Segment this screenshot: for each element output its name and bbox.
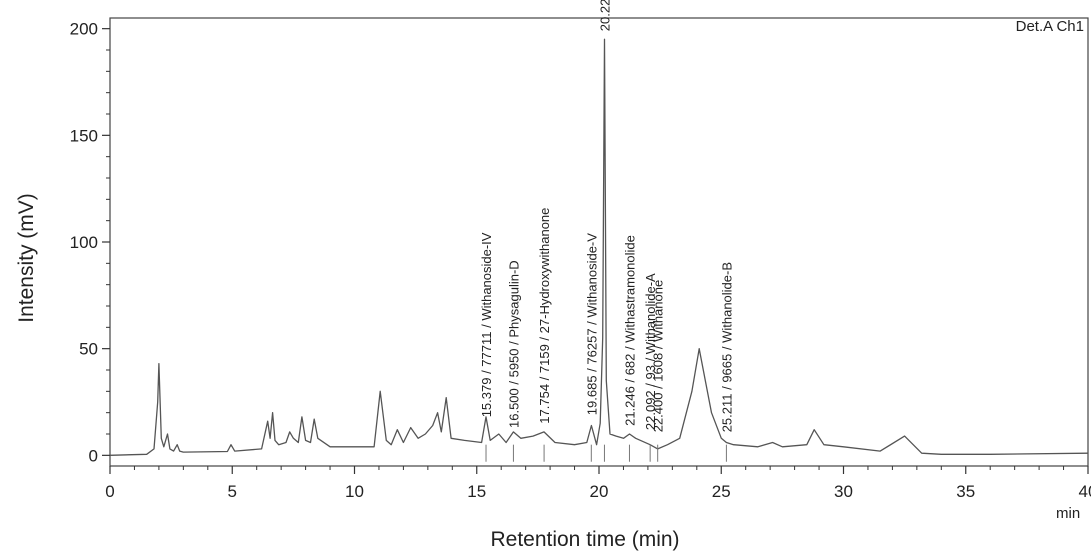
y-tick-label: 200 <box>70 20 98 39</box>
peak-annotation: 15.379 / 77711 / Withanoside-IV <box>479 232 494 417</box>
y-tick-label: 100 <box>70 233 98 252</box>
y-tick-label: 0 <box>89 446 98 465</box>
peak-annotation: 25.211 / 9665 / Withanolide-B <box>719 262 734 432</box>
peak-annotation: 17.754 / 7159 / 27-Hydroxywithanone <box>537 208 552 424</box>
x-axis: 0 5 10 15 20 25 30 35 40 <box>105 466 1091 501</box>
x-tick-label: 25 <box>712 482 731 501</box>
peak-annotation: 16.500 / 5950 / Physagulin-D <box>506 260 521 428</box>
x-tick-label: 20 <box>590 482 609 501</box>
x-tick-label: 0 <box>105 482 114 501</box>
y-tick-label: 50 <box>79 340 98 359</box>
peak-marker-layer <box>485 444 727 462</box>
y-tick-label: 150 <box>70 126 98 145</box>
y-axis: 0 50 100 150 200 <box>70 20 110 465</box>
x-tick-label: 30 <box>834 482 853 501</box>
peak-annotation: 22.400 / 1608 / Withanone <box>651 280 666 433</box>
y-axis-label: Intensity (mV) <box>15 193 38 323</box>
detector-label: Det.A Ch1 <box>1016 18 1084 35</box>
x-tick-label: 35 <box>956 482 975 501</box>
peak-annotation: 21.246 / 682 / Withastramonolide <box>623 235 638 426</box>
peak-annotation: 19.685 / 76257 / Withanoside-V <box>584 233 599 415</box>
x-tick-label: 5 <box>228 482 237 501</box>
x-tick-label: 10 <box>345 482 364 501</box>
trace-layer <box>109 38 1089 456</box>
peak-annotation-layer: 15.379 / 77711 / Withanoside-IV 16.500 / … <box>479 0 734 432</box>
peak-annotation: 20.223 / 1666800 / Withaferin-A <box>598 0 613 31</box>
chromatogram-trace <box>109 38 1089 456</box>
x-tick-label: 40 <box>1079 482 1091 501</box>
peak-annotation: 22.092 / 93 / Withanolide-A <box>643 273 658 430</box>
x-tick-label: 15 <box>467 482 486 501</box>
x-axis-unit: min <box>1056 505 1080 522</box>
x-axis-label: Retention time (min) <box>490 528 679 551</box>
